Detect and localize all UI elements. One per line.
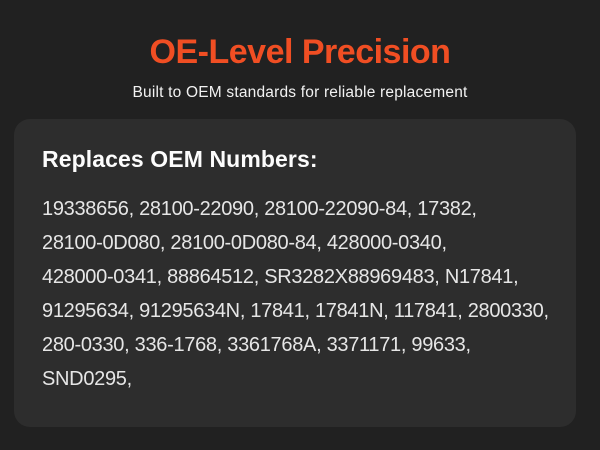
oem-numbers-line-4: 91295634, 91295634N, 17841, 17841N, 1178… — [42, 300, 549, 322]
oem-numbers-line-3: 428000-0341, 88864512, SR3282X88969483, … — [42, 266, 519, 288]
page-subtitle: Built to OEM standards for reliable repl… — [132, 84, 468, 101]
oem-numbers-card: Replaces OEM Numbers: 19338656, 28100-22… — [14, 119, 576, 427]
card-heading: Replaces OEM Numbers: — [42, 146, 318, 172]
oem-numbers-line-2: 28100-0D080, 28100-0D080-84, 428000-0340… — [42, 232, 447, 254]
header-section: OE-Level Precision Built to OEM standard… — [0, 0, 600, 102]
oem-numbers-line-5: 280-0330, 336-1768, 3361768A, 3371171, 9… — [42, 334, 471, 356]
product-infographic: OE-Level Precision Built to OEM standard… — [0, 0, 600, 427]
oem-numbers-line-1: 19338656, 28100-22090, 28100-22090-84, 1… — [42, 198, 477, 220]
oem-numbers-line-6: SND0295, — [42, 368, 132, 390]
page-title: OE-Level Precision — [149, 33, 451, 71]
oem-numbers-list: 19338656, 28100-22090, 28100-22090-84, 1… — [42, 192, 552, 396]
